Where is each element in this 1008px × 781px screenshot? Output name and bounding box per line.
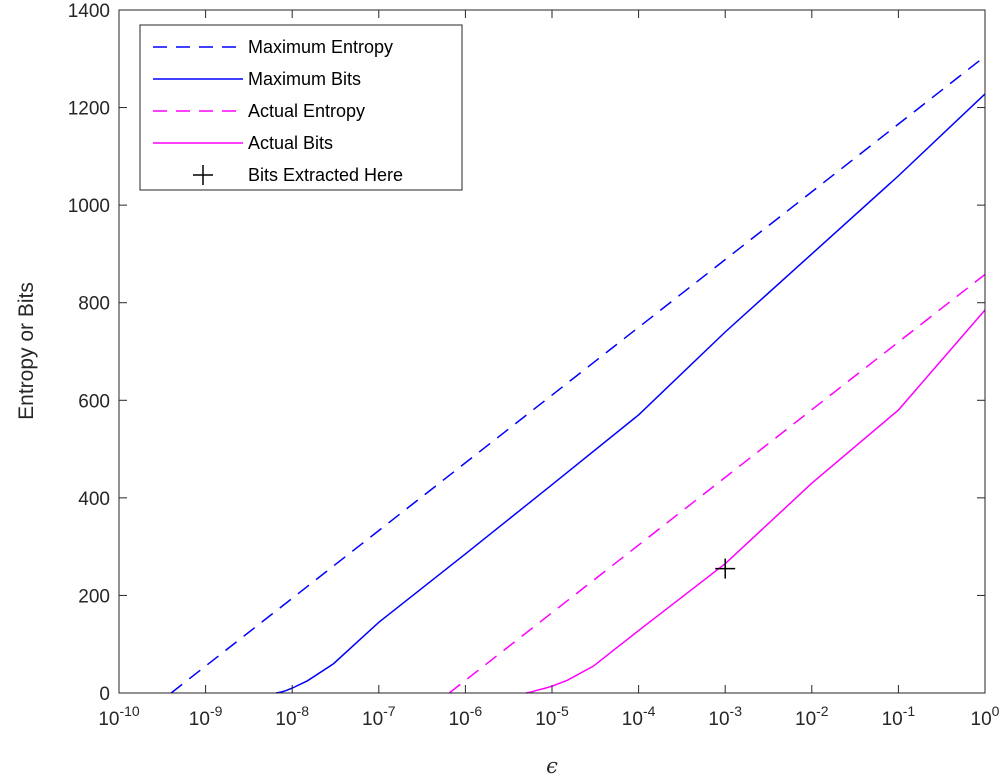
legend-label: Bits Extracted Here	[248, 165, 403, 185]
x-tick-label: 10-9	[189, 703, 223, 730]
x-tick-label: 100	[971, 703, 1000, 730]
x-tick-label: 10-6	[449, 703, 483, 730]
y-tick-label: 400	[78, 489, 110, 510]
legend: Maximum Entropy Maximum Bits Actual Entrop…	[139, 24, 463, 191]
series-line-maximum-entropy	[170, 55, 986, 694]
x-tick-label: 10-5	[535, 703, 569, 730]
legend-box	[139, 24, 463, 191]
x-tick-label: 10-2	[795, 703, 829, 730]
legend-label: Maximum Entropy	[248, 37, 393, 57]
bits-extracted-marker	[715, 558, 736, 579]
x-tick-label: 10-10	[98, 703, 140, 730]
series-layer	[170, 55, 986, 694]
y-tick-label: 1200	[68, 99, 110, 120]
y-tick-layer: 0 200 400 600 800 1000 1200 1400	[68, 1, 985, 705]
series-line-actual-bits	[525, 309, 986, 694]
x-tick-label: 10-4	[622, 703, 656, 730]
legend-item: Maximum Bits	[153, 69, 361, 89]
series-line-maximum-bits	[275, 93, 986, 694]
x-axis-title: ϵ	[546, 754, 558, 778]
x-tick-label: 10-1	[882, 703, 916, 730]
legend-item: Actual Bits	[153, 133, 333, 153]
y-tick-label: 0	[99, 684, 110, 705]
legend-label: Actual Entropy	[248, 101, 365, 121]
y-tick-label: 1400	[68, 1, 110, 22]
x-tick-label: 10-7	[362, 703, 396, 730]
x-tick-label: 10-3	[708, 703, 742, 730]
y-tick-label: 600	[78, 391, 110, 412]
legend-item: Actual Entropy	[153, 101, 365, 121]
x-tick-label: 10-8	[275, 703, 309, 730]
y-tick-label: 800	[78, 294, 110, 315]
legend-label: Actual Bits	[248, 133, 333, 153]
x-tick-layer: 10-10 10-9 10-8 10-7 10-6 10-5 10-4 10-3 10-2 10-…	[98, 10, 1000, 730]
y-axis-title: Entropy or Bits	[15, 282, 38, 420]
y-tick-label: 1000	[68, 196, 110, 217]
legend-item: Bits Extracted Here	[193, 165, 403, 185]
legend-item: Maximum Entropy	[153, 37, 393, 57]
y-tick-label: 200	[78, 586, 110, 607]
legend-label: Maximum Bits	[248, 69, 361, 89]
